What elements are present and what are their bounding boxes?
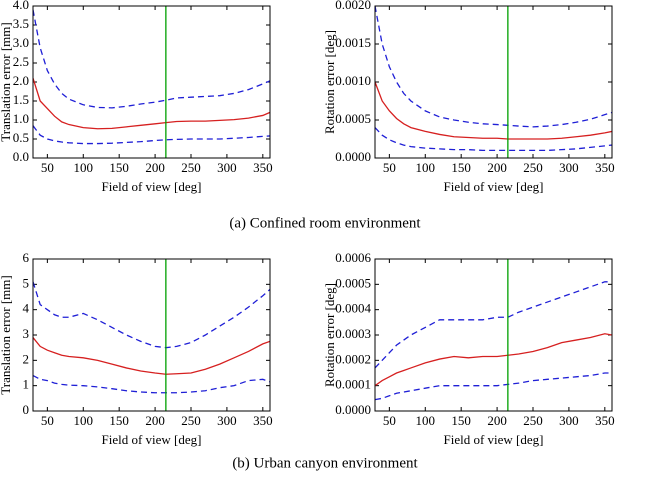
y-tick-label: 0.0005	[335, 111, 371, 126]
series-line	[375, 6, 612, 128]
x-tick-label: 200	[145, 160, 165, 175]
x-axis-label: Field of view [deg]	[101, 179, 201, 194]
y-tick-label: 3	[23, 326, 30, 341]
x-tick-label: 50	[383, 413, 396, 428]
y-tick-label: 1.5	[13, 92, 29, 107]
y-tick-label: 1.0	[13, 111, 29, 126]
x-tick-label: 350	[253, 160, 273, 175]
y-tick-label: 5	[23, 275, 30, 290]
series-line	[375, 81, 612, 140]
y-tick-label: 2	[23, 351, 30, 366]
plot-frame	[374, 5, 613, 159]
x-tick-label: 300	[217, 413, 237, 428]
y-tick-label: 0.0010	[335, 73, 371, 88]
plot: 0.0 0.5 1.0 1.5 2.0 2.5 3.0 3.5 4.0 50 100 150 200 25…	[0, 0, 273, 194]
y-tick-label: 0.0003	[335, 326, 371, 341]
x-tick-label: 50	[383, 160, 396, 175]
y-tick-label: 0.0015	[335, 35, 371, 50]
x-tick-label: 100	[416, 413, 436, 428]
y-axis-label: Translation error [mm]	[0, 275, 13, 394]
x-tick-label: 100	[74, 413, 94, 428]
series-line	[33, 337, 270, 375]
x-tick-label: 150	[451, 160, 471, 175]
y-tick-label: 2.5	[13, 54, 29, 69]
y-axis-label: Rotation error [deg]	[322, 30, 337, 134]
y-tick-label: 0.0000	[335, 402, 371, 417]
plot-frame	[32, 5, 271, 159]
series-line	[33, 374, 270, 394]
y-tick-label: 0	[23, 402, 30, 417]
series-line	[375, 281, 612, 369]
x-tick-label: 150	[451, 413, 471, 428]
y-tick-label: 0.0000	[335, 149, 371, 164]
y-tick-label: 0.0020	[335, 0, 371, 12]
y-tick-label: 0.0006	[335, 250, 371, 265]
caption: (b) Urban canyon environment	[232, 455, 418, 471]
series-line	[375, 333, 612, 387]
x-tick-label: 50	[41, 160, 54, 175]
x-axis-label: Field of view [deg]	[101, 432, 201, 447]
y-tick-label: 0.5	[13, 130, 29, 145]
x-tick-label: 150	[109, 413, 129, 428]
x-tick-label: 350	[595, 413, 615, 428]
y-tick-label: 0.0002	[335, 351, 371, 366]
x-tick-label: 50	[41, 413, 54, 428]
y-tick-label: 3.0	[13, 35, 29, 50]
y-tick-label: 2.0	[13, 73, 29, 88]
series-line	[33, 281, 270, 349]
x-tick-label: 100	[416, 160, 436, 175]
x-tick-label: 250	[523, 160, 543, 175]
y-tick-label: 0.0	[13, 149, 29, 164]
x-tick-label: 200	[487, 413, 507, 428]
plot-frame	[32, 258, 271, 412]
x-axis-label: Field of view [deg]	[443, 179, 543, 194]
x-tick-label: 300	[559, 413, 579, 428]
y-tick-label: 1	[23, 377, 30, 392]
y-tick-label: 0.0001	[335, 377, 371, 392]
x-tick-label: 150	[109, 160, 129, 175]
x-tick-label: 300	[217, 160, 237, 175]
y-tick-label: 0.0004	[335, 301, 371, 316]
caption: (a) Confined room environment	[229, 215, 421, 231]
series-line	[33, 125, 270, 145]
y-tick-label: 4	[23, 301, 30, 316]
x-tick-label: 350	[595, 160, 615, 175]
x-tick-label: 250	[523, 413, 543, 428]
plot: 0 1 2 3 4 5 6 50 100 150 200 250 300 350 Field of view…	[0, 250, 273, 447]
y-axis-label: Translation error [mm]	[0, 22, 13, 141]
series-line	[375, 127, 612, 152]
x-tick-label: 300	[559, 160, 579, 175]
y-tick-label: 4.0	[13, 0, 29, 12]
x-tick-label: 200	[487, 160, 507, 175]
plot: 0.0000 0.0005 0.0010 0.0015 0.0020 50 100 150 20…	[322, 0, 615, 194]
plot: 0.0000 0.0001 0.0002 0.0003 0.0004 0.0005 0.00…	[322, 250, 615, 447]
plot-frame	[374, 258, 613, 412]
x-tick-label: 250	[181, 160, 201, 175]
series-line	[33, 78, 270, 130]
y-tick-label: 3.5	[13, 16, 29, 31]
x-tick-label: 200	[145, 413, 165, 428]
x-tick-label: 100	[74, 160, 94, 175]
x-axis-label: Field of view [deg]	[443, 432, 543, 447]
y-axis-label: Rotation error [deg]	[322, 283, 337, 387]
y-tick-label: 0.0005	[335, 275, 371, 290]
x-tick-label: 350	[253, 413, 273, 428]
x-tick-label: 250	[181, 413, 201, 428]
series-line	[33, 9, 270, 109]
series-line	[375, 372, 612, 401]
y-tick-label: 6	[23, 250, 30, 265]
